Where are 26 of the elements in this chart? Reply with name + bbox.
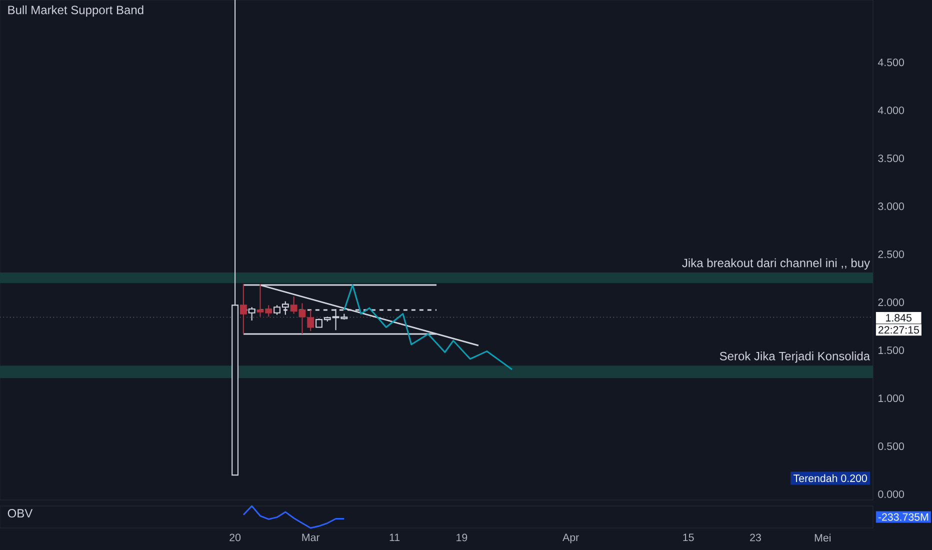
x-tick-label: 11	[390, 534, 400, 542]
text: 22:27:15	[878, 326, 920, 334]
y-tick-label: 3.500	[878, 154, 904, 162]
chart-title: OBV	[8, 509, 33, 518]
x-tick-label: Mar	[302, 534, 320, 542]
annotation: Terendah 0.200	[794, 474, 867, 482]
x-tick-label: Mei	[814, 534, 831, 542]
y-tick-label: 2.500	[878, 250, 904, 258]
y-tick-label: 4.000	[878, 106, 904, 114]
y-tick-label: 4.500	[878, 58, 904, 66]
y-tick-label: 0.500	[878, 442, 904, 450]
ref-line-label: 1.845	[886, 314, 912, 322]
x-tick-label: 15	[683, 534, 694, 542]
chart-title: Bull Market Support Band	[8, 5, 144, 17]
y-tick-label: 0.000	[878, 490, 904, 498]
y-tick-label: 2.000	[878, 298, 904, 306]
text: -233.735M	[878, 513, 928, 521]
y-tick-label: 1.000	[878, 394, 904, 402]
band-label: Jika breakout dari channel ini ,, buy	[682, 258, 870, 270]
y-tick-label: 3.000	[878, 202, 904, 210]
x-tick-label: Apr	[562, 534, 579, 544]
x-tick-label: 23	[750, 534, 761, 542]
x-tick-label: 20	[230, 534, 241, 542]
band-label: Serok Jika Terjadi Konsolida	[720, 352, 870, 363]
y-tick-label: 1.500	[878, 346, 904, 354]
x-tick-label: 19	[456, 534, 468, 542]
